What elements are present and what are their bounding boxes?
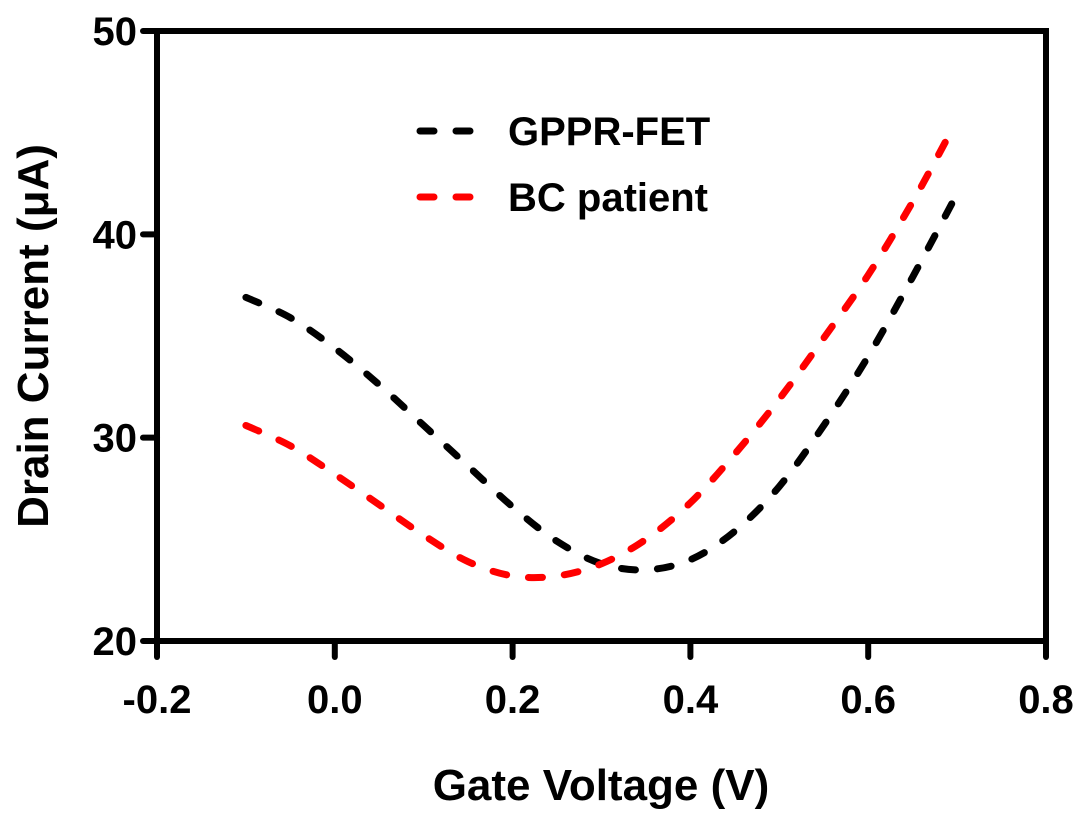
series-line-gppr-fet [242,190,961,574]
legend-label-bc-patient: BC patient [508,176,708,220]
x-tick-label: 0.8 [1018,678,1074,722]
x-tick-label: 0.6 [840,678,896,722]
y-axis-title: Drain Current (μA) [9,144,58,528]
ticks-layer: -0.2 0.0 0.2 0.4 0.6 0.8 20 30 40 50 [93,10,1074,722]
x-tick-label: 0.0 [307,678,363,722]
x-axis-title: Gate Voltage (V) [433,761,770,810]
legend: GPPR-FET BC patient [416,110,710,220]
legend-label-gppr-fet: GPPR-FET [508,110,710,154]
x-tick-label: -0.2 [123,678,192,722]
series-line-bc-patient [242,133,952,582]
y-tick-label: 40 [93,213,138,257]
plot-frame [154,28,1049,644]
y-tick-label: 20 [93,620,138,664]
y-tick-label: 30 [93,417,138,461]
y-tick-label: 50 [93,10,138,54]
x-tick-label: 0.2 [485,678,541,722]
x-tick-label: 0.4 [663,678,719,722]
series-layer [242,133,961,582]
